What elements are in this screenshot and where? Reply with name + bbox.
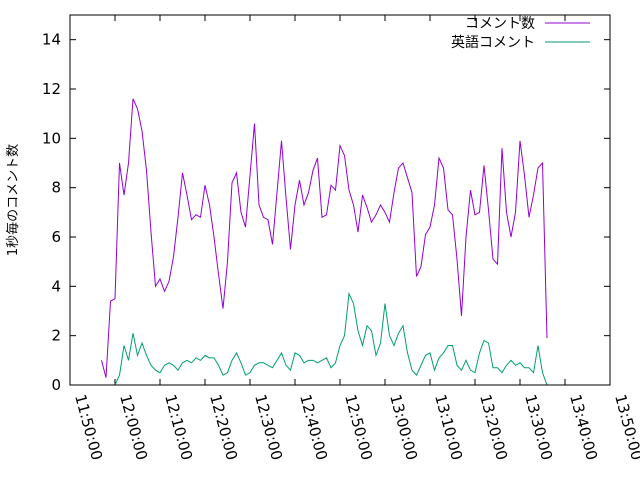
x-tick-label: 12:30:00 [251,392,286,462]
x-tick-label: 13:00:00 [386,392,421,462]
y-axis-label: 1秒毎のコメント数 [5,144,21,256]
y-tick-label: 10 [42,129,61,147]
y-tick-label: 0 [51,376,61,394]
series-line-0 [101,98,548,378]
x-tick-label: 12:40:00 [296,392,331,462]
x-tick-label: 11:50:00 [71,392,106,462]
y-tick-label: 4 [51,277,61,295]
x-tick-label: 13:40:00 [566,392,601,462]
legend-label-1: 英語コメント [451,34,535,51]
y-tick-marks [70,39,610,386]
y-tick-label: 14 [42,31,61,49]
x-tick-label: 13:10:00 [431,392,466,462]
x-tick-label: 13:50:00 [611,392,640,462]
legend-label-0: コメント数 [465,16,535,32]
series-line-1 [114,291,548,386]
x-tick-labels: 11:50:00 12:00:00 12:10:00 12:20:00 12:30:00… [71,392,640,462]
x-tick-label: 13:20:00 [476,392,511,462]
y-tick-label: 6 [51,228,61,246]
x-tick-label: 12:10:00 [161,392,196,462]
y-tick-label: 12 [42,80,61,98]
plot-frame [69,14,611,386]
x-tick-label: 12:20:00 [206,392,241,462]
y-tick-labels: 0 2 4 6 8 10 12 14 [42,31,61,394]
x-tick-label: 13:30:00 [521,392,556,462]
y-tick-label: 8 [51,179,61,197]
y-tick-label: 2 [51,327,61,345]
series-lines [101,98,548,386]
x-tick-marks [69,15,611,385]
x-tick-label: 12:00:00 [116,392,151,462]
x-tick-label: 12:50:00 [341,392,376,462]
